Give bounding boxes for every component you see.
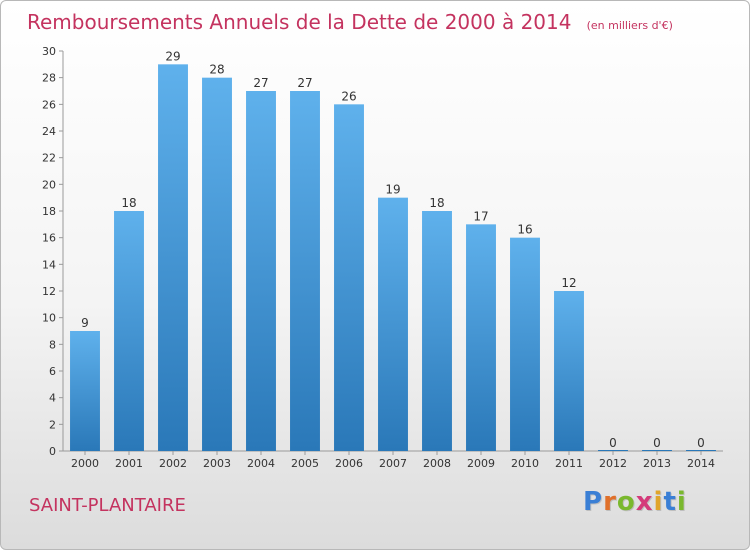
- chart-title-unit: (en milliers d'€): [587, 19, 673, 32]
- proxiti-logo: Proxiti: [583, 487, 687, 517]
- logo-letter: i: [653, 487, 664, 517]
- x-tick-label: 2007: [379, 457, 407, 470]
- bar-2008: [422, 211, 452, 451]
- x-tick-label: 2013: [643, 457, 671, 470]
- logo-letter: t: [663, 487, 677, 517]
- bar-2005: [290, 91, 320, 451]
- bar-2004: [246, 91, 276, 451]
- y-tick-label: 4: [49, 392, 56, 405]
- data-label-2000: 9: [81, 316, 89, 330]
- x-axis: 2000 2001 2002 2003 2004 2005 2006 2007 2008 2009…: [63, 450, 723, 470]
- x-tick-label: 2001: [115, 457, 143, 470]
- data-label-2005: 27: [297, 76, 312, 90]
- logo-letter: x: [635, 487, 654, 517]
- x-tick-label: 2000: [71, 457, 99, 470]
- y-tick-label: 0: [49, 445, 56, 458]
- x-tick-label: 2010: [511, 457, 539, 470]
- bar-2001: [114, 211, 144, 451]
- logo-letter: P: [583, 487, 604, 517]
- y-tick-label: 24: [42, 125, 56, 138]
- data-label-2012: 0: [609, 436, 617, 450]
- data-label-2009: 17: [473, 209, 488, 223]
- y-tick-label: 12: [42, 285, 56, 298]
- logo-letter: r: [603, 487, 617, 517]
- y-tick-label: 28: [42, 72, 56, 85]
- data-label-2001: 18: [121, 196, 136, 210]
- y-tick-label: 22: [42, 152, 56, 165]
- x-tick-label: 2004: [247, 457, 275, 470]
- x-tick-label: 2003: [203, 457, 231, 470]
- x-tick-label: 2009: [467, 457, 495, 470]
- x-tick-label: 2014: [687, 457, 715, 470]
- data-label-2010: 16: [517, 223, 532, 237]
- chart-title: Remboursements Annuels de la Dette de 20…: [27, 10, 673, 34]
- data-label-2006: 26: [341, 89, 356, 103]
- bar-2010: [510, 237, 540, 451]
- data-label-2004: 27: [253, 76, 268, 90]
- y-tick-label: 30: [42, 45, 56, 58]
- data-label-2008: 18: [429, 196, 444, 210]
- y-tick-label: 26: [42, 98, 56, 111]
- data-labels: 9 18 29 28 27 27 26 19 18 17 16 12 0 0 0: [81, 49, 705, 450]
- y-tick-label: 2: [49, 418, 56, 431]
- y-tick-label: 10: [42, 312, 56, 325]
- y-tick-label: 16: [42, 232, 56, 245]
- bar-2002: [158, 64, 188, 452]
- y-tick-label: 20: [42, 178, 56, 191]
- y-tick-label: 18: [42, 205, 56, 218]
- chart-title-main: Remboursements Annuels de la Dette de 20…: [27, 10, 571, 34]
- bar-2003: [202, 77, 232, 452]
- y-tick-label: 14: [42, 258, 56, 271]
- bar-2007: [378, 197, 408, 451]
- y-tick-label: 8: [49, 338, 56, 351]
- x-tick-label: 2008: [423, 457, 451, 470]
- bar-2000: [70, 331, 100, 451]
- data-label-2014: 0: [697, 436, 705, 450]
- y-tick-label: 6: [49, 365, 56, 378]
- data-label-2007: 19: [385, 183, 400, 197]
- x-tick-label: 2012: [599, 457, 627, 470]
- data-label-2003: 28: [209, 63, 224, 77]
- x-tick-label: 2011: [555, 457, 583, 470]
- bar-2011: [554, 291, 584, 451]
- commune-name: SAINT-PLANTAIRE: [29, 495, 186, 516]
- data-label-2002: 29: [165, 49, 180, 63]
- bars: [70, 64, 716, 452]
- data-label-2013: 0: [653, 436, 661, 450]
- x-tick-label: 2005: [291, 457, 319, 470]
- logo-letter: i: [676, 487, 687, 517]
- x-tick-label: 2002: [159, 457, 187, 470]
- logo-letter: o: [616, 487, 636, 517]
- x-tick-label: 2006: [335, 457, 363, 470]
- bar-2009: [466, 224, 496, 451]
- data-label-2011: 12: [561, 276, 576, 290]
- bar-2006: [334, 104, 364, 451]
